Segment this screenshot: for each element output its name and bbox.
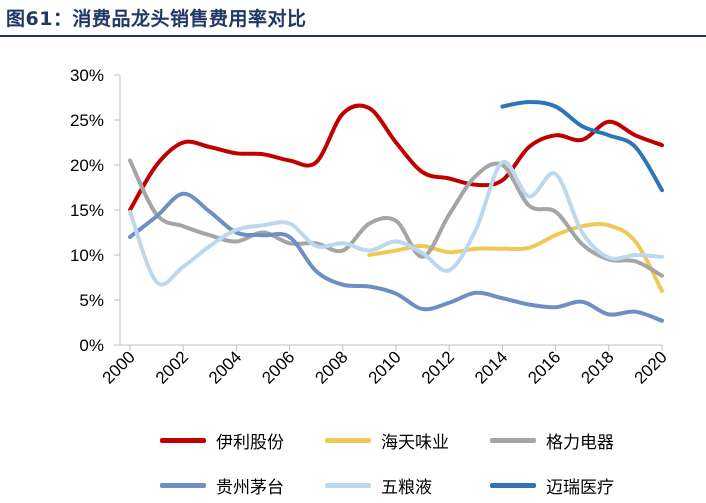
x-tick-label: 2006 — [258, 347, 298, 387]
series-line-1 — [128, 103, 664, 212]
legend-item: 迈瑞医疗 — [490, 473, 614, 498]
legend-swatch — [160, 437, 206, 443]
legend-item: 五粮液 — [325, 473, 432, 498]
x-tick-label: 2004 — [205, 347, 245, 387]
legend: 伊利股份 海天味业 格力电器贵州茅台 五粮液 迈瑞医疗 — [0, 420, 706, 500]
title-bar: 图61：消费品龙头销售费用率对比 — [0, 0, 706, 37]
x-tick-label: 2010 — [365, 347, 405, 387]
chart-title: 图61：消费品龙头销售费用率对比 — [6, 8, 307, 30]
series-line-4 — [128, 191, 664, 323]
y-tick-label: 10% — [70, 246, 104, 265]
legend-swatch — [160, 482, 206, 488]
x-tick-label: 2014 — [471, 347, 511, 387]
x-tick-label: 2008 — [311, 347, 351, 387]
y-axis-ticks: 0% 5% 10% 15% 20% 25% 30% — [70, 66, 120, 355]
series-line-6 — [500, 100, 664, 193]
legend-item: 海天味业 — [325, 428, 449, 453]
y-tick-label: 5% — [79, 291, 104, 310]
x-tick-label: 2012 — [418, 347, 458, 387]
legend-swatch — [325, 437, 371, 443]
legend-label: 贵州茅台 — [216, 477, 284, 498]
y-tick-label: 15% — [70, 201, 104, 220]
legend-label: 迈瑞医疗 — [546, 477, 614, 498]
y-tick-label: 0% — [79, 336, 104, 355]
x-tick-label: 2002 — [152, 347, 192, 387]
legend-label: 海天味业 — [381, 432, 449, 453]
legend-item: 贵州茅台 — [160, 473, 284, 498]
x-axis-ticks: 2000 2002 2004 2006 2008 2010 2012 2014 2016 2018… — [99, 345, 671, 388]
legend-swatch — [490, 482, 536, 488]
y-tick-label: 25% — [70, 111, 104, 130]
series-lines — [128, 100, 664, 323]
legend-label: 五粮液 — [381, 477, 432, 498]
series-line-3 — [128, 158, 664, 278]
legend-item: 格力电器 — [490, 428, 614, 453]
legend-swatch — [325, 482, 371, 488]
x-tick-label: 2016 — [524, 347, 564, 387]
line-chart: 0% 5% 10% 15% 20% 25% 30% 2000 2002 2004 2006 2008… — [70, 66, 671, 388]
legend-item: 伊利股份 — [160, 428, 284, 453]
legend-label: 伊利股份 — [216, 432, 284, 453]
x-tick-label: 2000 — [99, 347, 139, 387]
y-tick-label: 20% — [70, 156, 104, 175]
x-tick-label: 2020 — [631, 347, 671, 387]
series-line-5 — [128, 160, 664, 287]
x-tick-label: 2018 — [577, 347, 617, 387]
series-line-2 — [367, 222, 664, 293]
y-tick-label: 30% — [70, 66, 104, 85]
legend-swatch — [490, 437, 536, 443]
legend-label: 格力电器 — [546, 432, 614, 453]
title-divider — [0, 35, 706, 37]
